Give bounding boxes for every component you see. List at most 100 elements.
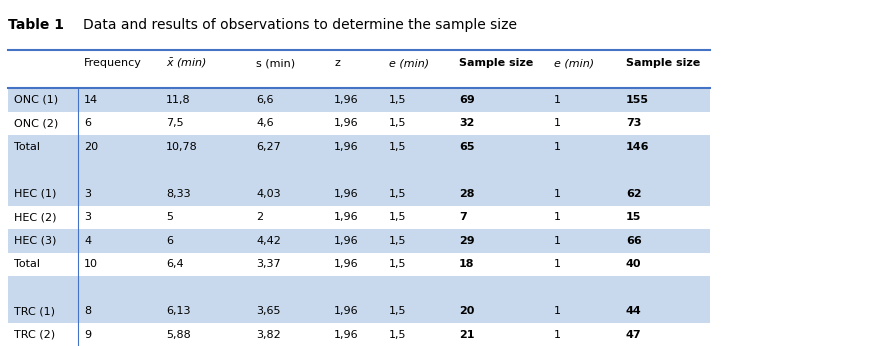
Text: $\bar{x}$ (min): $\bar{x}$ (min): [166, 57, 207, 70]
Text: 1,5: 1,5: [389, 306, 406, 316]
Text: 4,6: 4,6: [256, 118, 273, 128]
Text: 44: 44: [626, 306, 642, 316]
Bar: [8, 253, 710, 276]
Text: 1: 1: [554, 95, 561, 105]
Text: 1,96: 1,96: [334, 306, 358, 316]
Bar: [8, 88, 710, 111]
Text: 21: 21: [459, 330, 475, 340]
Text: 1: 1: [554, 118, 561, 128]
Text: ONC (1): ONC (1): [14, 95, 58, 105]
Text: 28: 28: [459, 189, 475, 199]
Text: 29: 29: [459, 236, 475, 246]
Text: 11,8: 11,8: [166, 95, 191, 105]
Text: 8,33: 8,33: [166, 189, 191, 199]
Text: 1,5: 1,5: [389, 142, 406, 152]
Text: 2: 2: [256, 212, 263, 222]
Text: 4,03: 4,03: [256, 189, 280, 199]
Text: 6,4: 6,4: [166, 259, 184, 269]
Text: 1,96: 1,96: [334, 259, 358, 269]
Text: s (min): s (min): [256, 58, 295, 68]
Bar: [8, 229, 710, 253]
Bar: [8, 135, 710, 158]
Text: 65: 65: [459, 142, 475, 152]
Text: 3: 3: [84, 189, 91, 199]
Text: 10: 10: [84, 259, 98, 269]
Text: 5,88: 5,88: [166, 330, 191, 340]
Text: Frequency: Frequency: [84, 58, 142, 68]
Text: 6: 6: [84, 118, 91, 128]
Text: 14: 14: [84, 95, 98, 105]
Text: 6: 6: [166, 236, 173, 246]
Text: 1,96: 1,96: [334, 212, 358, 222]
Bar: [8, 276, 710, 300]
Text: 1,96: 1,96: [334, 330, 358, 340]
Text: 66: 66: [626, 236, 642, 246]
Text: 1,96: 1,96: [334, 118, 358, 128]
Text: 6,27: 6,27: [256, 142, 280, 152]
Bar: [8, 300, 710, 323]
Text: 62: 62: [626, 189, 641, 199]
Bar: [8, 182, 710, 206]
Text: 1,5: 1,5: [389, 212, 406, 222]
Text: Data and results of observations to determine the sample size: Data and results of observations to dete…: [83, 18, 517, 32]
Text: 69: 69: [459, 95, 475, 105]
Text: 1,5: 1,5: [389, 330, 406, 340]
Text: 1: 1: [554, 142, 561, 152]
Bar: [8, 158, 710, 182]
Text: 1,5: 1,5: [389, 118, 406, 128]
Text: 20: 20: [84, 142, 98, 152]
Text: Total: Total: [14, 259, 40, 269]
Text: 1,5: 1,5: [389, 259, 406, 269]
Text: HEC (1): HEC (1): [14, 189, 56, 199]
Text: Total: Total: [14, 142, 40, 152]
Text: 1: 1: [554, 259, 561, 269]
Text: HEC (2): HEC (2): [14, 212, 56, 222]
Text: 5: 5: [166, 212, 173, 222]
Bar: [8, 323, 710, 346]
Text: 1,96: 1,96: [334, 142, 358, 152]
Text: HEC (3): HEC (3): [14, 236, 56, 246]
Text: z: z: [334, 58, 340, 68]
Text: 155: 155: [626, 95, 649, 105]
Text: 6,6: 6,6: [256, 95, 273, 105]
Text: 18: 18: [459, 259, 475, 269]
Text: ONC (2): ONC (2): [14, 118, 58, 128]
Text: 20: 20: [459, 306, 475, 316]
Text: 73: 73: [626, 118, 641, 128]
Text: 7: 7: [459, 212, 467, 222]
Text: 4,42: 4,42: [256, 236, 281, 246]
Text: 32: 32: [459, 118, 475, 128]
Text: 1: 1: [554, 189, 561, 199]
Text: 9: 9: [84, 330, 91, 340]
Text: 40: 40: [626, 259, 641, 269]
Text: e (min): e (min): [554, 58, 594, 68]
Text: 8: 8: [84, 306, 91, 316]
Text: 3: 3: [84, 212, 91, 222]
Text: 1,5: 1,5: [389, 236, 406, 246]
Text: Sample size: Sample size: [626, 58, 700, 68]
Text: 1,5: 1,5: [389, 189, 406, 199]
Text: 6,13: 6,13: [166, 306, 190, 316]
Bar: [8, 206, 710, 229]
Text: 10,78: 10,78: [166, 142, 198, 152]
Text: TRC (2): TRC (2): [14, 330, 55, 340]
Text: 3,37: 3,37: [256, 259, 280, 269]
Text: 1: 1: [554, 212, 561, 222]
Text: Sample size: Sample size: [459, 58, 533, 68]
Text: 1,5: 1,5: [389, 95, 406, 105]
Bar: [8, 50, 710, 88]
Text: e (min): e (min): [389, 58, 429, 68]
Text: 15: 15: [626, 212, 641, 222]
Text: 1,96: 1,96: [334, 189, 358, 199]
Text: 1,96: 1,96: [334, 95, 358, 105]
Text: 1,96: 1,96: [334, 236, 358, 246]
Text: 4: 4: [84, 236, 91, 246]
Text: Table 1: Table 1: [8, 18, 64, 32]
Text: 3,82: 3,82: [256, 330, 280, 340]
Text: 1: 1: [554, 330, 561, 340]
Bar: [8, 111, 710, 135]
Text: 7,5: 7,5: [166, 118, 184, 128]
Text: TRC (1): TRC (1): [14, 306, 55, 316]
Text: 146: 146: [626, 142, 649, 152]
Text: 47: 47: [626, 330, 641, 340]
